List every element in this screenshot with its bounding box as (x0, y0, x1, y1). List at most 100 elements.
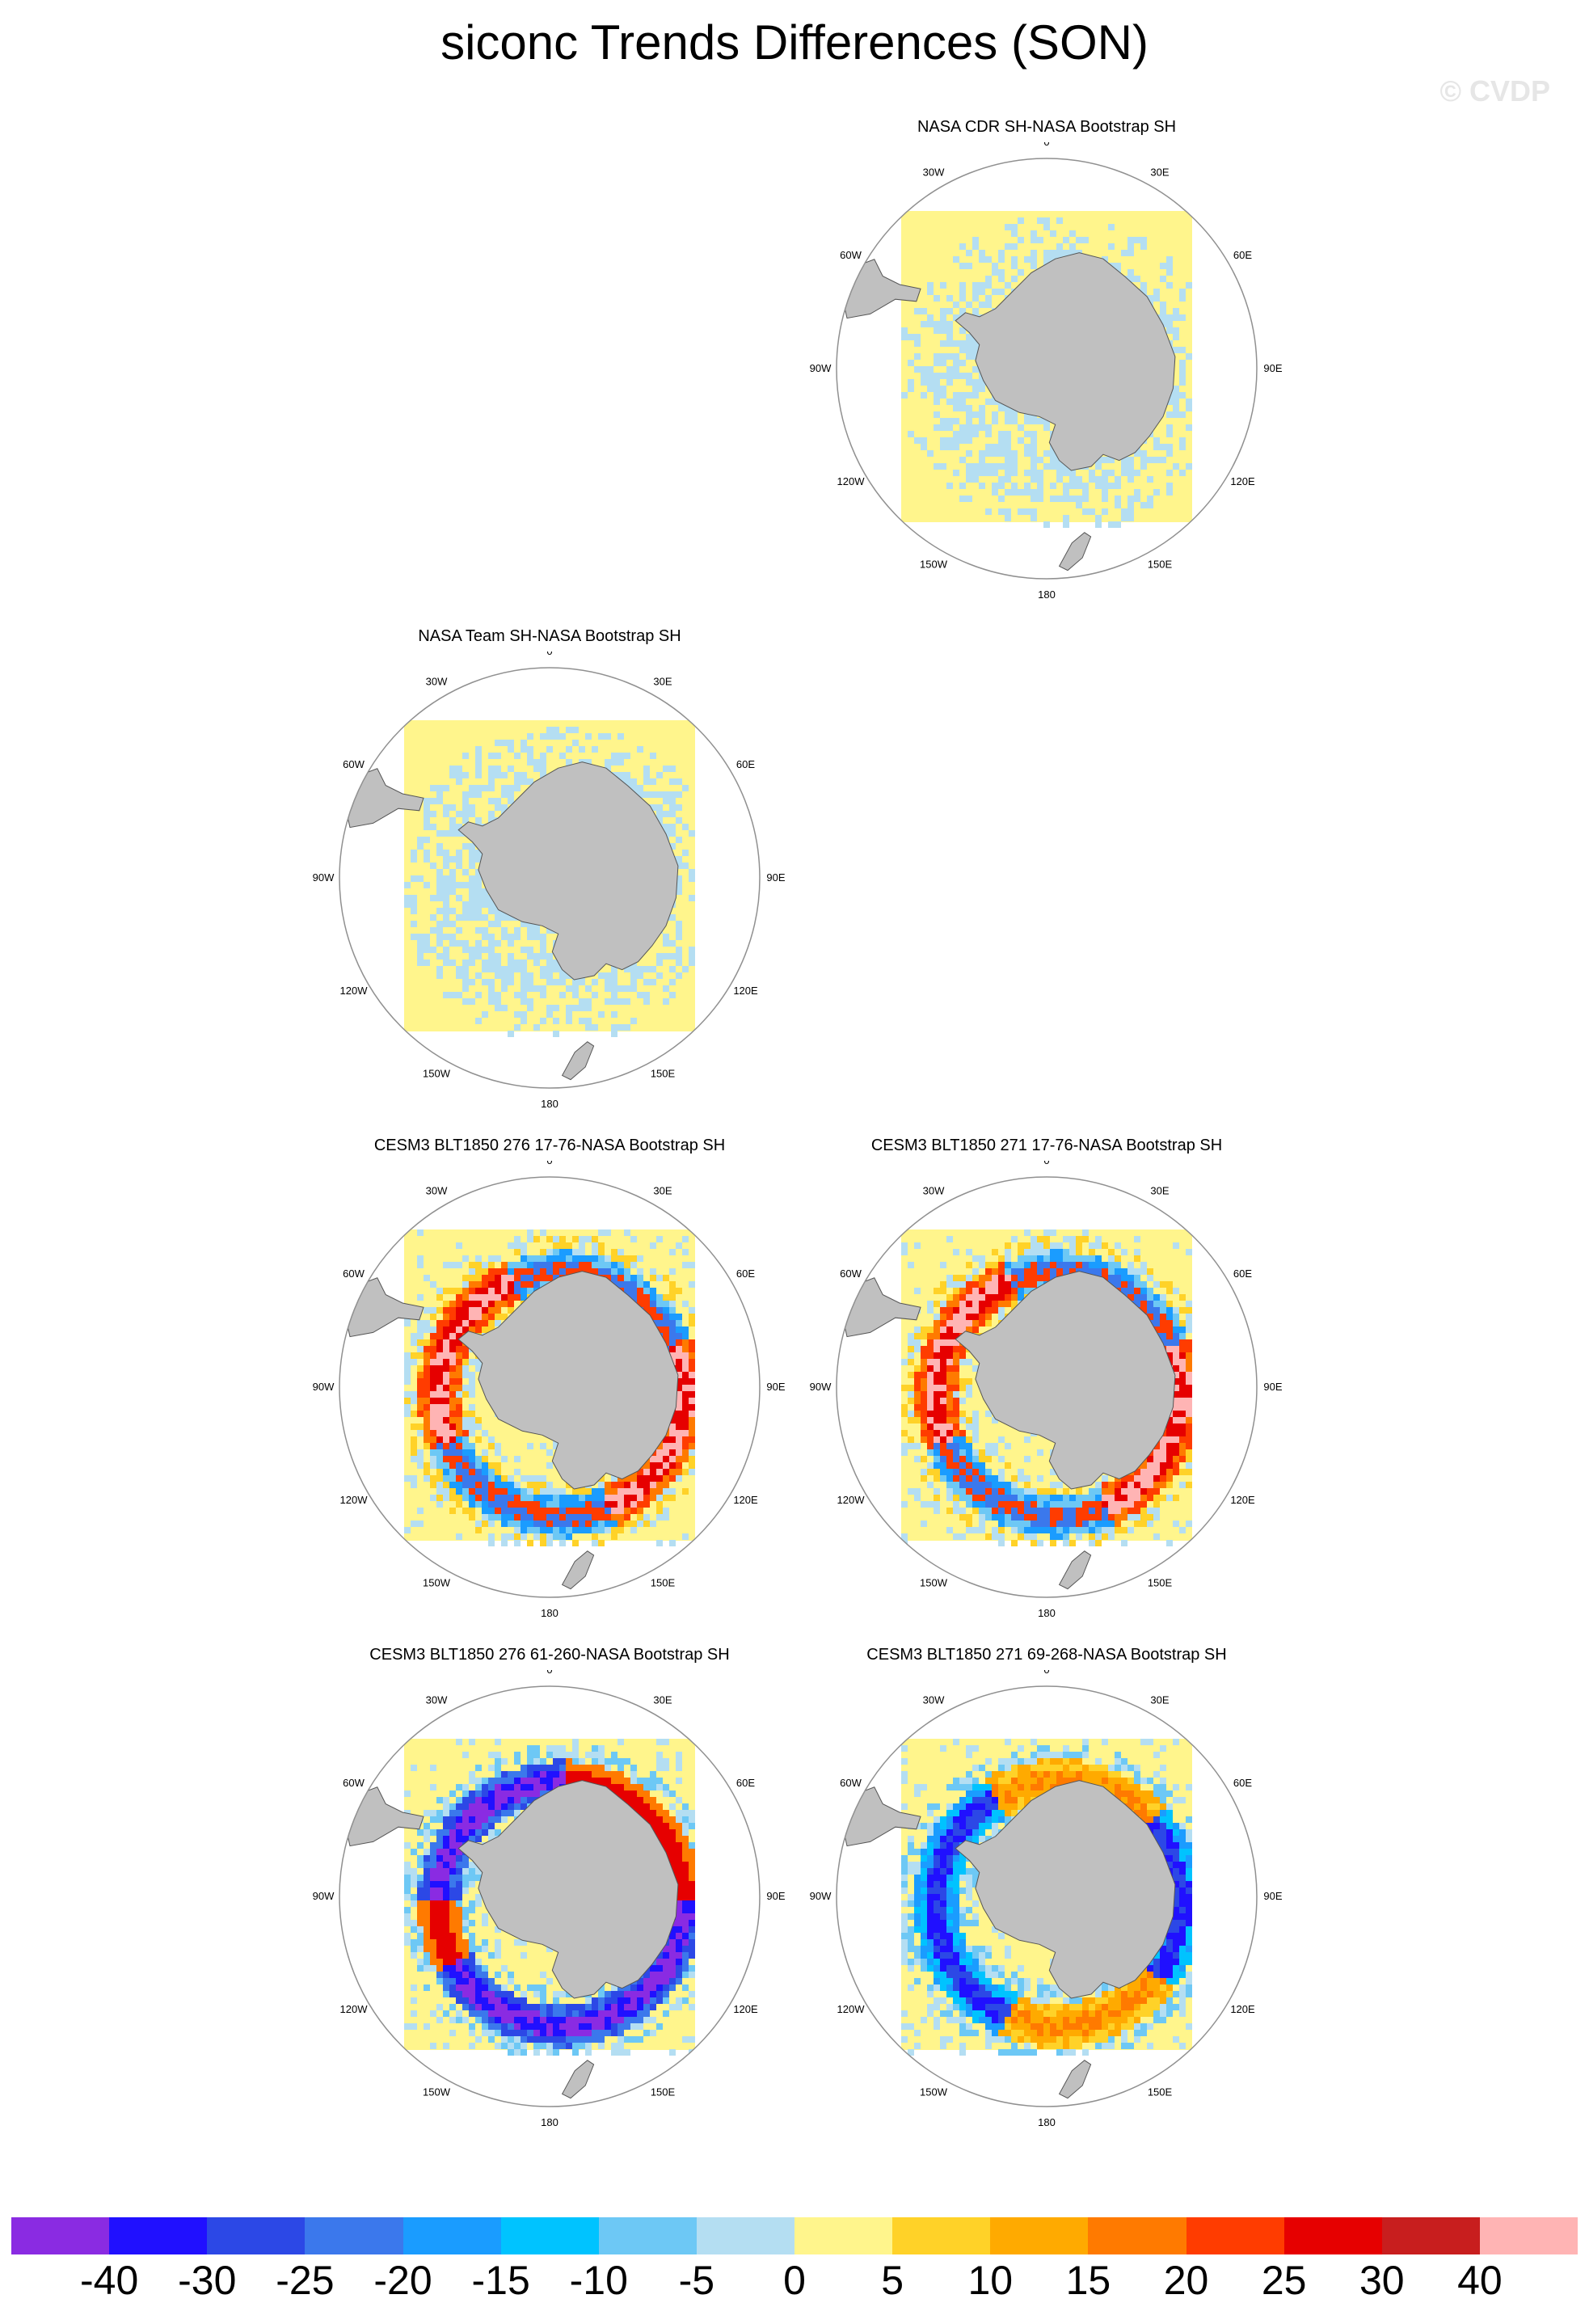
data-cell (514, 1482, 521, 1488)
data-cell (682, 1378, 689, 1385)
data-cell (527, 1281, 533, 1288)
data-cell (1166, 1301, 1173, 1307)
data-cell (979, 463, 985, 470)
data-cell (449, 1404, 456, 1411)
data-cell (1005, 1501, 1011, 1508)
data-cell (417, 934, 424, 940)
data-cell (443, 1810, 449, 1816)
data-cell (643, 1288, 650, 1294)
data-cell (966, 463, 972, 470)
data-cell (449, 1881, 456, 1887)
data-cell (546, 1514, 553, 1521)
data-cell (475, 869, 482, 875)
data-cell (972, 366, 979, 373)
data-cell (1140, 1482, 1147, 1488)
data-cell (475, 1495, 482, 1501)
data-cell (424, 1339, 430, 1346)
data-cell (1115, 1275, 1121, 1281)
data-cell (979, 1469, 985, 1475)
data-cell (462, 1352, 469, 1359)
data-cell (663, 985, 669, 992)
data-cell (643, 1810, 650, 1816)
data-cell (592, 1758, 598, 1765)
data-cell (1005, 224, 1011, 230)
south-america-landmass (343, 768, 424, 829)
longitude-label: 150W (920, 559, 948, 571)
data-cell (585, 733, 592, 740)
data-cell (1089, 1521, 1095, 1527)
data-cell (456, 1391, 462, 1398)
data-cell (676, 947, 682, 953)
data-cell (1031, 1501, 1037, 1508)
data-cell (1005, 243, 1011, 250)
data-cell (676, 1411, 682, 1417)
data-cell (972, 1255, 979, 1262)
data-cell (1037, 1275, 1043, 1281)
data-cell (998, 1533, 1005, 1540)
data-cell (508, 934, 514, 940)
data-cell (559, 1501, 566, 1508)
data-cell (598, 1501, 605, 1508)
data-cell (449, 1926, 456, 1933)
data-cell (1127, 243, 1134, 250)
data-cell (417, 947, 424, 953)
data-cell (579, 1508, 585, 1514)
data-cell (424, 1424, 430, 1430)
data-cell (656, 1449, 663, 1456)
data-cell (456, 1868, 462, 1875)
data-cell (521, 1797, 527, 1803)
data-cell (488, 1816, 495, 1823)
data-cell (488, 1307, 495, 1314)
data-cell (436, 1385, 443, 1391)
data-cell (430, 1482, 436, 1488)
data-cell (663, 1320, 669, 1326)
data-cell (1076, 1236, 1082, 1242)
data-cell (1018, 1242, 1024, 1249)
data-cell (475, 947, 482, 953)
data-cell (462, 972, 469, 979)
data-cell (1147, 1469, 1153, 1475)
data-cell (1108, 1255, 1115, 1262)
data-cell (630, 985, 637, 992)
data-cell (959, 457, 966, 463)
data-cell (436, 1501, 443, 1508)
data-cell (475, 746, 482, 753)
data-cell (921, 1391, 927, 1398)
data-cell (1127, 457, 1134, 463)
data-cell (1011, 263, 1018, 269)
data-cell (430, 824, 436, 830)
data-cell (449, 1946, 456, 1952)
data-cell (501, 1810, 508, 1816)
data-cell (959, 1346, 966, 1352)
data-cell (1186, 1469, 1192, 1475)
data-cell (546, 1778, 553, 1784)
data-cell (966, 424, 972, 431)
data-cell (972, 1314, 979, 1320)
data-cell (676, 1849, 682, 1855)
longitude-label: 90W (810, 1381, 832, 1393)
data-cell (1166, 483, 1173, 489)
data-cell (940, 1372, 946, 1378)
data-cell (992, 1514, 998, 1521)
data-cell (959, 1352, 966, 1359)
data-cell (966, 411, 972, 418)
data-cell (998, 1314, 1005, 1320)
data-cell (443, 1385, 449, 1391)
data-cell (1076, 1242, 1082, 1249)
data-cell (430, 1784, 436, 1790)
data-cell (959, 360, 966, 366)
data-cell (533, 1482, 540, 1488)
data-cell (540, 733, 546, 740)
data-cell (1076, 1501, 1082, 1508)
data-cell (992, 450, 998, 457)
data-cell (1069, 1268, 1076, 1275)
data-cell (1173, 386, 1179, 392)
data-cell (1134, 1249, 1140, 1255)
data-cell (1037, 496, 1043, 502)
data-cell (1179, 1339, 1186, 1346)
data-cell (927, 1333, 934, 1339)
data-cell (411, 1436, 417, 1443)
data-cell (1011, 1262, 1018, 1268)
data-cell (1076, 1262, 1082, 1268)
data-cell (475, 972, 482, 979)
